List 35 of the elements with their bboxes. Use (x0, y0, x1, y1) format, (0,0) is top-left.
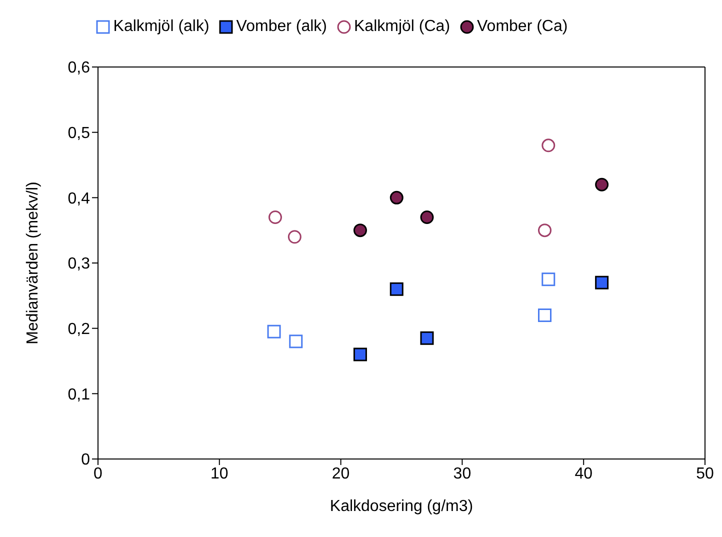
x-tick-label: 20 (332, 465, 350, 482)
x-tick-label: 40 (574, 465, 593, 482)
point (268, 210, 282, 224)
point (267, 324, 281, 338)
y-tick-label: 0,1 (68, 386, 90, 404)
point (390, 282, 404, 296)
y-tick-label: 0,5 (68, 125, 90, 142)
y-tick-label: 0,3 (68, 256, 90, 273)
y-tick-label: 0,4 (68, 190, 90, 208)
point (390, 190, 404, 204)
point (542, 272, 556, 286)
legend-label: Kalkmjöl (Ca) (354, 18, 450, 36)
point (420, 210, 434, 224)
x-tick-label: 0 (94, 465, 103, 482)
point (420, 331, 434, 345)
x-tick-label: 30 (453, 465, 472, 482)
point (542, 138, 556, 152)
y-axis-title: Medianvärden (mekv/l) (24, 182, 42, 344)
point (538, 308, 552, 322)
point (288, 230, 302, 244)
y-tick-label: 0 (81, 452, 90, 469)
x-tick-label: 50 (696, 465, 714, 482)
x-axis-title: Kalkdosering (g/m3) (330, 498, 474, 515)
point (353, 224, 367, 238)
legend-label: Vomber (Ca) (477, 18, 568, 36)
y-tick-label: 0,6 (68, 60, 90, 77)
y-tick-label: 0,2 (68, 321, 90, 338)
legend-label: Kalkmjöl (alk) (113, 18, 210, 36)
point (538, 224, 552, 238)
legend-label: Vomber (alk) (236, 18, 327, 36)
point (595, 276, 609, 290)
x-tick-label: 10 (210, 465, 228, 482)
point (595, 178, 609, 192)
point (353, 348, 367, 362)
point (289, 334, 303, 348)
